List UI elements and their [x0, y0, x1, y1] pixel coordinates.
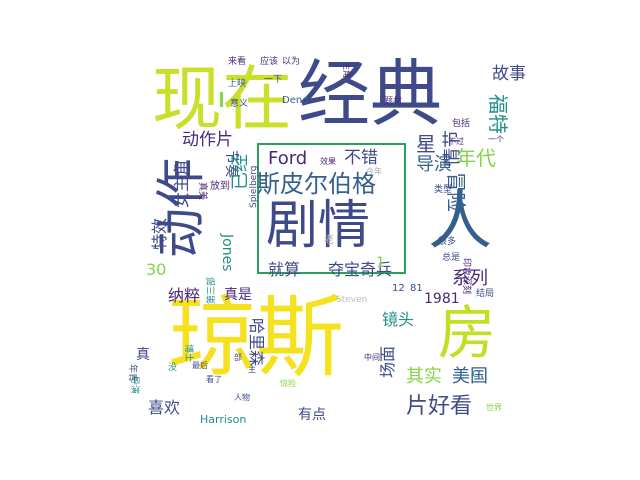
- word-yige: 一个: [488, 135, 504, 144]
- word-jones: 琼斯: [168, 286, 345, 389]
- word-ticai: 题材: [384, 97, 403, 107]
- word-deng: Deng: [282, 95, 309, 106]
- word-yiwei: 以为: [282, 57, 301, 67]
- word-disanbu: 第三部: [207, 276, 217, 304]
- word-youdian: 有点: [298, 407, 326, 423]
- word-xilie: 系列: [452, 268, 488, 289]
- word-fute: 福特: [486, 94, 510, 134]
- word-nacui: 纳粹: [168, 286, 201, 305]
- word-lao: 老: [324, 235, 334, 246]
- word-xianzai: 现在: [152, 58, 292, 140]
- word-spielberg: Spielberg: [249, 165, 259, 208]
- word-buguo: 不过: [448, 137, 464, 146]
- word-c: C: [472, 369, 479, 380]
- word-harrison: Harrison: [200, 413, 247, 426]
- word-baokuo: 包括: [452, 119, 471, 129]
- word-1981: 1981: [424, 291, 460, 307]
- word-zongshi: 总是: [442, 253, 461, 263]
- word-gushi: 故事: [492, 64, 526, 84]
- word-jingtou: 镜头: [382, 310, 415, 329]
- word-zhen: 真: [136, 347, 150, 363]
- word-jingdian: 经典: [298, 52, 443, 136]
- word-qishi: 其实: [406, 366, 442, 387]
- word-steven: Steven: [336, 295, 368, 305]
- word-juqing: 剧情: [266, 196, 371, 256]
- word-meiguo: 美国: [452, 366, 488, 387]
- word-qingjie: 情节: [442, 130, 463, 166]
- word-jones-en: Jones: [219, 234, 235, 272]
- word-fangdao: 放到: [210, 181, 230, 192]
- word-jingxian: 惊险: [280, 379, 296, 388]
- word-ren: 人: [428, 185, 492, 259]
- word-dongzuopian: 动作片: [182, 130, 233, 150]
- word-henduo: 很多: [438, 237, 457, 247]
- word-duobao: 夺宝奇兵: [328, 260, 393, 279]
- word-zhu: 主: [248, 365, 256, 374]
- word-ford: Ford: [268, 148, 308, 169]
- word-daoyan: 导演: [416, 154, 452, 175]
- word-tebie: 特效: [150, 217, 169, 250]
- word-fang: 房: [438, 299, 497, 367]
- word-jinnian: 今年: [366, 167, 382, 176]
- word-zhujiao: 主角: [342, 62, 351, 78]
- word-zuihou: 最后: [192, 361, 208, 370]
- word-jieju: 结局: [476, 289, 495, 299]
- word-81: 81: [410, 283, 423, 294]
- word-mei: 没: [168, 363, 178, 373]
- word-xiaoguo: 效果: [320, 157, 336, 166]
- word-shijie: 世界: [486, 403, 502, 412]
- decorative-mark: [220, 92, 223, 107]
- word-changmian: 场面: [378, 345, 397, 378]
- word-yinxiang: 印象深刻: [461, 258, 471, 295]
- highlight-frame: [257, 143, 406, 274]
- word-zhenmei: 真美: [197, 182, 207, 201]
- word-bu: 部: [234, 353, 242, 362]
- word-jiusuan: 就算: [268, 260, 301, 279]
- word-30: 30: [146, 260, 167, 279]
- word-zongyi: 意义: [230, 99, 249, 109]
- word-spielberg-cn: 斯皮尔伯格: [256, 170, 376, 198]
- word-niandai: 年代: [456, 146, 496, 170]
- word-kanle: 看了: [206, 375, 222, 384]
- word-cloud: 琼斯 现在 经典 动作 人 房 剧情 斯皮尔伯格 Ford 不错 故事 福特 星…: [127, 52, 526, 440]
- word-nvzhujue: 女主角: [172, 159, 191, 208]
- word-yijing: 已经: [230, 154, 251, 190]
- word-yinggai: 应该: [260, 57, 279, 67]
- word-1: 1: [376, 255, 385, 271]
- word-zhenshi: 真是: [224, 287, 252, 303]
- word-xingjie: 星: [416, 132, 436, 156]
- word-laikan: 来看: [228, 57, 247, 67]
- word-pianhaokan: 片好看: [406, 394, 473, 419]
- word-leixing: 类型: [434, 185, 453, 195]
- word-bucuo: 不错: [344, 148, 378, 168]
- word-xihuan: 喜欢: [148, 398, 181, 417]
- word-12: 12: [392, 283, 405, 294]
- word-boshi: 博士: [183, 344, 193, 363]
- word-daozhu: 导演: [129, 376, 139, 395]
- word-zhongjian: 中间: [364, 353, 380, 362]
- word-harisen: 哈里森: [247, 318, 266, 367]
- word-shangying: 上映: [228, 79, 247, 89]
- word-renwu: 人物: [234, 393, 250, 402]
- word-yixia: 一下: [264, 75, 283, 85]
